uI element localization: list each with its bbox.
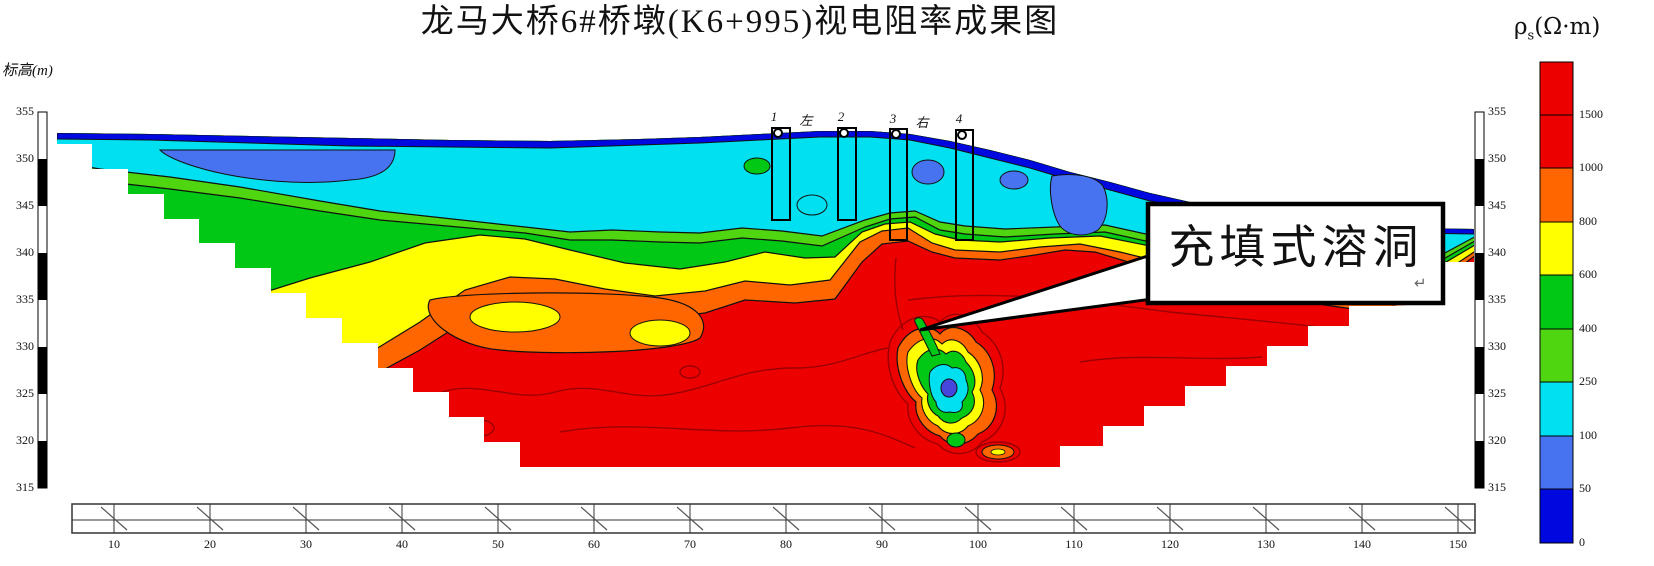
x-tick-70: 70 xyxy=(684,537,696,551)
borehole-4-cap xyxy=(957,130,967,140)
legend-seg-gt1500 xyxy=(1539,61,1574,116)
callout-return-mark: ↵ xyxy=(1414,274,1427,292)
y-axis-label: 标高(m) xyxy=(2,63,53,79)
borehole-3-cap xyxy=(891,129,901,139)
borehole-label-1: 1 xyxy=(770,109,778,124)
islet-yellow xyxy=(990,448,1006,456)
page-title: 龙马大桥6#桥墩(K6+995)视电阻率成果图 xyxy=(420,4,1060,40)
green-island xyxy=(743,157,771,175)
yellow-island-1 xyxy=(469,301,561,333)
left-tick-350: 350 xyxy=(16,151,34,165)
cyan-pocket xyxy=(796,194,828,216)
x-tick-140: 140 xyxy=(1353,537,1371,551)
boreholes xyxy=(771,127,974,241)
legend-seg-600-800 xyxy=(1539,221,1574,276)
pier-mark-left: 左 xyxy=(799,113,813,128)
legend-seg-800-1000 xyxy=(1539,167,1574,223)
borehole-3 xyxy=(889,128,908,241)
cave-lower-lobe xyxy=(946,432,966,448)
blue-lens-b xyxy=(999,170,1029,190)
legend-label-800: 800 xyxy=(1579,214,1597,228)
legend-label-250: 250 xyxy=(1579,374,1597,388)
left-tick-355: 355 xyxy=(16,104,34,118)
x-tick-90: 90 xyxy=(876,537,888,551)
borehole-label-2: 2 xyxy=(837,109,845,124)
x-tick-20: 20 xyxy=(204,537,216,551)
borehole-1-cap xyxy=(773,128,783,138)
legend-seg-0-50 xyxy=(1539,488,1574,544)
x-tick-100: 100 xyxy=(969,537,987,551)
legend-label-400: 400 xyxy=(1579,321,1597,335)
legend-seg-400-600 xyxy=(1539,274,1574,330)
right-tick-315: 315 xyxy=(1488,480,1506,494)
borehole-2-cap xyxy=(839,128,849,138)
legend-seg-100-250 xyxy=(1539,381,1574,437)
right-tick-350: 350 xyxy=(1488,151,1506,165)
right-tick-345: 345 xyxy=(1488,198,1506,212)
left-tick-345: 345 xyxy=(16,198,34,212)
x-tick-60: 60 xyxy=(588,537,600,551)
legend-rho: ρ xyxy=(1514,14,1528,40)
pier-mark-right: 右 xyxy=(915,115,929,130)
legend-title: ρs(Ω·m) xyxy=(1514,16,1600,43)
right-tick-335: 335 xyxy=(1488,292,1506,306)
left-tick-335: 335 xyxy=(16,292,34,306)
contour-1500-lines xyxy=(424,257,1369,463)
legend-seg-50-100 xyxy=(1539,435,1574,490)
x-tick-120: 120 xyxy=(1161,537,1179,551)
legend-label-100: 100 xyxy=(1579,428,1597,442)
borehole-2 xyxy=(837,127,857,221)
callout-label: 充填式溶洞 xyxy=(1168,220,1424,274)
left-tick-330: 330 xyxy=(16,339,34,353)
blue-lens-left xyxy=(158,149,396,183)
right-scale-bar xyxy=(1474,111,1485,489)
left-tick-320: 320 xyxy=(16,433,34,447)
legend-label-1000: 1000 xyxy=(1579,160,1603,174)
legend-rho-sub: s xyxy=(1527,28,1535,44)
borehole-4 xyxy=(955,129,974,241)
legend-label-600: 600 xyxy=(1579,267,1597,281)
legend-seg-1000-1500 xyxy=(1539,114,1574,169)
borehole-1 xyxy=(771,127,791,221)
yellow-island-2 xyxy=(629,319,691,347)
legend-label-0: 0 xyxy=(1579,535,1585,549)
x-tick-10: 10 xyxy=(108,537,120,551)
cave-finger xyxy=(914,317,941,357)
x-tick-130: 130 xyxy=(1257,537,1275,551)
left-tick-325: 325 xyxy=(16,386,34,400)
callout-box xyxy=(1145,201,1446,306)
legend-seg-250-400 xyxy=(1539,328,1574,383)
x-tick-150: 150 xyxy=(1449,537,1467,551)
right-tick-340: 340 xyxy=(1488,245,1506,259)
x-tick-40: 40 xyxy=(396,537,408,551)
right-tick-330: 330 xyxy=(1488,339,1506,353)
ruler-slashes xyxy=(100,506,1472,531)
left-tick-340: 340 xyxy=(16,245,34,259)
blue-lens-a xyxy=(911,159,945,185)
borehole-label-3: 3 xyxy=(889,111,897,126)
legend-label-50: 50 xyxy=(1579,481,1591,495)
x-tick-50: 50 xyxy=(492,537,504,551)
karst-cave-anomaly xyxy=(896,317,1015,460)
legend-colorbar xyxy=(1539,61,1574,544)
x-tick-30: 30 xyxy=(300,537,312,551)
legend-label-1500: 1500 xyxy=(1579,107,1603,121)
cave-core-blue xyxy=(940,378,958,398)
legend-units: (Ω·m) xyxy=(1534,14,1601,40)
left-scale-bar xyxy=(37,111,48,489)
right-tick-355: 355 xyxy=(1488,104,1506,118)
x-tick-80: 80 xyxy=(780,537,792,551)
blue-lens-right xyxy=(1049,173,1108,236)
right-tick-325: 325 xyxy=(1488,386,1506,400)
x-tick-110: 110 xyxy=(1065,537,1083,551)
chainage-ruler xyxy=(71,503,1476,534)
right-tick-320: 320 xyxy=(1488,433,1506,447)
borehole-label-4: 4 xyxy=(955,111,963,126)
left-tick-315: 315 xyxy=(16,480,34,494)
